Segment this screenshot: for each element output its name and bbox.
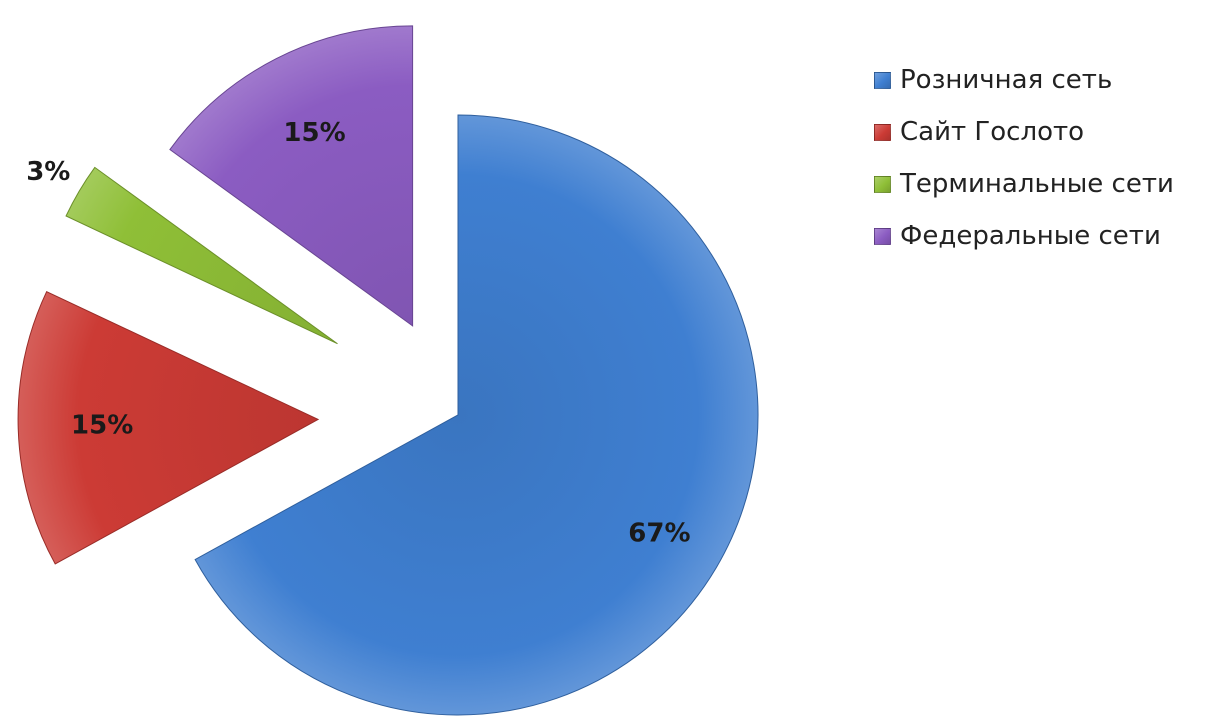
legend-swatch-site bbox=[874, 124, 891, 141]
pie-label-terminal: 3% bbox=[26, 157, 70, 187]
legend-item-site: Сайт Гослото bbox=[874, 106, 1174, 158]
legend-label-terminal: Терминальные сети bbox=[900, 169, 1174, 199]
pie-label-federal: 15% bbox=[283, 118, 345, 148]
legend-swatch-retail bbox=[874, 72, 891, 89]
pie-label-retail: 67% bbox=[628, 519, 690, 549]
legend-item-retail: Розничная сеть bbox=[874, 54, 1174, 106]
legend-swatch-federal bbox=[874, 228, 891, 245]
legend-label-federal: Федеральные сети bbox=[900, 221, 1161, 251]
legend-label-retail: Розничная сеть bbox=[900, 65, 1112, 95]
legend-item-federal: Федеральные сети bbox=[874, 210, 1174, 262]
pie-label-site: 15% bbox=[71, 411, 133, 441]
legend-swatch-terminal bbox=[874, 176, 891, 193]
legend-item-terminal: Терминальные сети bbox=[874, 158, 1174, 210]
legend-label-site: Сайт Гослото bbox=[900, 117, 1084, 147]
chart-legend: Розничная сеть Сайт Гослото Терминальные… bbox=[874, 54, 1174, 262]
